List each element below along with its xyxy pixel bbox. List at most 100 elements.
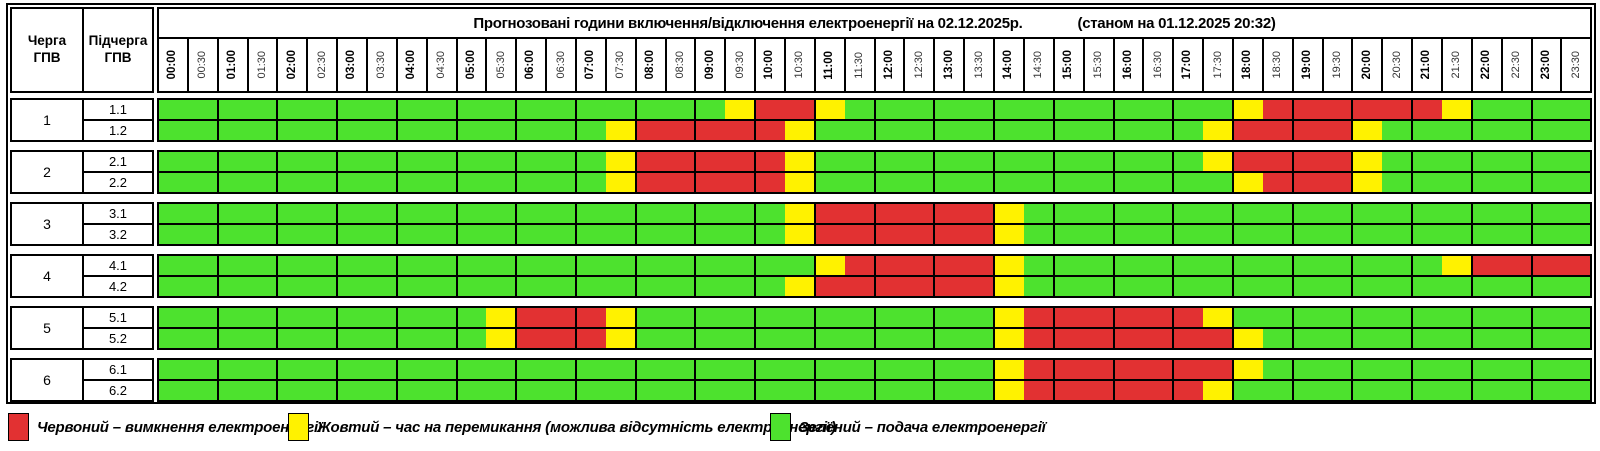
- slot-cell: [455, 225, 487, 244]
- slot-cell: [1083, 360, 1113, 379]
- slot-cell: [336, 256, 368, 275]
- slot-cell: [486, 308, 516, 327]
- slot-cell: [785, 100, 814, 119]
- slot-cell: [247, 204, 277, 223]
- slot-cell: [933, 225, 965, 244]
- slot-cell: [964, 277, 994, 296]
- slot-cell: [634, 121, 666, 140]
- slot-cell: [1023, 308, 1053, 327]
- slot-cell: [1203, 277, 1232, 296]
- slot-cell: [813, 225, 845, 244]
- slot-cell: [754, 204, 786, 223]
- slot-cell: [1231, 381, 1263, 400]
- slot-cell: [1322, 121, 1352, 140]
- time-slot-16:30: 16:30: [1142, 39, 1172, 91]
- subqueue-cell: 5.1: [108, 310, 128, 325]
- slot-cell: [1083, 256, 1113, 275]
- slot-cell: [307, 381, 337, 400]
- slot-cell: [785, 329, 814, 348]
- slot-cell: [1023, 256, 1053, 275]
- slot-cell: [216, 381, 248, 400]
- slot-cell: [1382, 225, 1412, 244]
- slot-cell: [187, 256, 217, 275]
- slot-cell: [1351, 225, 1383, 244]
- slot-cell: [1291, 225, 1323, 244]
- slot-cell: [1143, 277, 1173, 296]
- slot-cell: [785, 256, 814, 275]
- time-slot-label: 21:00: [1420, 50, 1433, 80]
- schedule-table: Черга ГПВ Підчерга ГПВ Прогнозовані годи…: [6, 3, 1596, 404]
- slot-cell: [187, 277, 217, 296]
- queue-group-2: 2 2.1 2.2: [10, 150, 1592, 194]
- time-slot-label: 05:30: [494, 51, 507, 79]
- schedule-grid: [157, 254, 1592, 298]
- slot-cell: [844, 381, 874, 400]
- slot-cell: [247, 152, 277, 171]
- slot-cell: [336, 152, 368, 171]
- slot-cell: [486, 204, 516, 223]
- slot-cell: [247, 277, 277, 296]
- slot-cell: [1262, 204, 1292, 223]
- slot-cell: [725, 204, 755, 223]
- slot-cell: [367, 100, 396, 119]
- time-slot-label: 07:30: [614, 51, 627, 79]
- slot-cell: [694, 360, 726, 379]
- time-slot-label: 04:30: [435, 51, 448, 79]
- slot-cell: [1262, 225, 1292, 244]
- slot-cell: [336, 360, 368, 379]
- slot-cell: [933, 381, 965, 400]
- schedule-row-6.2: [159, 379, 1591, 400]
- slot-cell: [187, 225, 217, 244]
- slot-cell: [1023, 225, 1053, 244]
- time-slot-label: 03:00: [345, 50, 358, 80]
- slot-cell: [634, 329, 666, 348]
- legend-swatch-yellow: [288, 413, 309, 441]
- legend-label: Червоний – вимкнення електроенергії: [37, 418, 322, 436]
- slot-cell: [1083, 225, 1113, 244]
- slot-cell: [216, 173, 248, 192]
- slot-cell: [455, 329, 487, 348]
- subqueue-cell: 1.1: [108, 102, 128, 117]
- slot-cell: [904, 204, 934, 223]
- slot-cell: [1143, 308, 1173, 327]
- slot-cell: [216, 256, 248, 275]
- slot-cell: [904, 152, 934, 171]
- slot-cell: [1530, 121, 1562, 140]
- time-slot-11:30: 11:30: [843, 39, 874, 91]
- slot-cell: [844, 360, 874, 379]
- slot-cell: [1143, 225, 1173, 244]
- slot-cell: [725, 173, 755, 192]
- slot-cell: [395, 121, 427, 140]
- time-slot-06:30: 06:30: [545, 39, 575, 91]
- slot-cell: [933, 100, 965, 119]
- time-slot-17:00: 17:00: [1172, 39, 1202, 91]
- slot-cell: [813, 121, 845, 140]
- slot-cell: [426, 329, 456, 348]
- slot-cell: [187, 381, 217, 400]
- slot-cell: [1561, 329, 1591, 348]
- slot-cell: [367, 256, 396, 275]
- slot-cell: [336, 329, 368, 348]
- slot-cell: [813, 360, 845, 379]
- time-slot-label: 11:00: [823, 50, 836, 80]
- slot-cell: [1530, 152, 1562, 171]
- slot-cell: [1143, 381, 1173, 400]
- slot-cell: [546, 256, 576, 275]
- time-slot-12:30: 12:30: [903, 39, 933, 91]
- slot-cell: [307, 100, 337, 119]
- slot-cell: [933, 256, 965, 275]
- legend-swatch-red: [8, 413, 29, 441]
- slot-cell: [634, 308, 666, 327]
- slot-cell: [605, 121, 635, 140]
- slot-cell: [1291, 152, 1323, 171]
- slot-cell: [904, 360, 934, 379]
- time-slot-label: 11:30: [853, 51, 866, 79]
- slot-cell: [276, 381, 308, 400]
- slot-cell: [1262, 381, 1292, 400]
- slot-cell: [1083, 152, 1113, 171]
- slot-cell: [964, 204, 994, 223]
- time-slot-14:30: 14:30: [1022, 39, 1053, 91]
- slot-cell: [1322, 360, 1352, 379]
- slot-cell: [754, 100, 786, 119]
- slot-cell: [159, 225, 188, 244]
